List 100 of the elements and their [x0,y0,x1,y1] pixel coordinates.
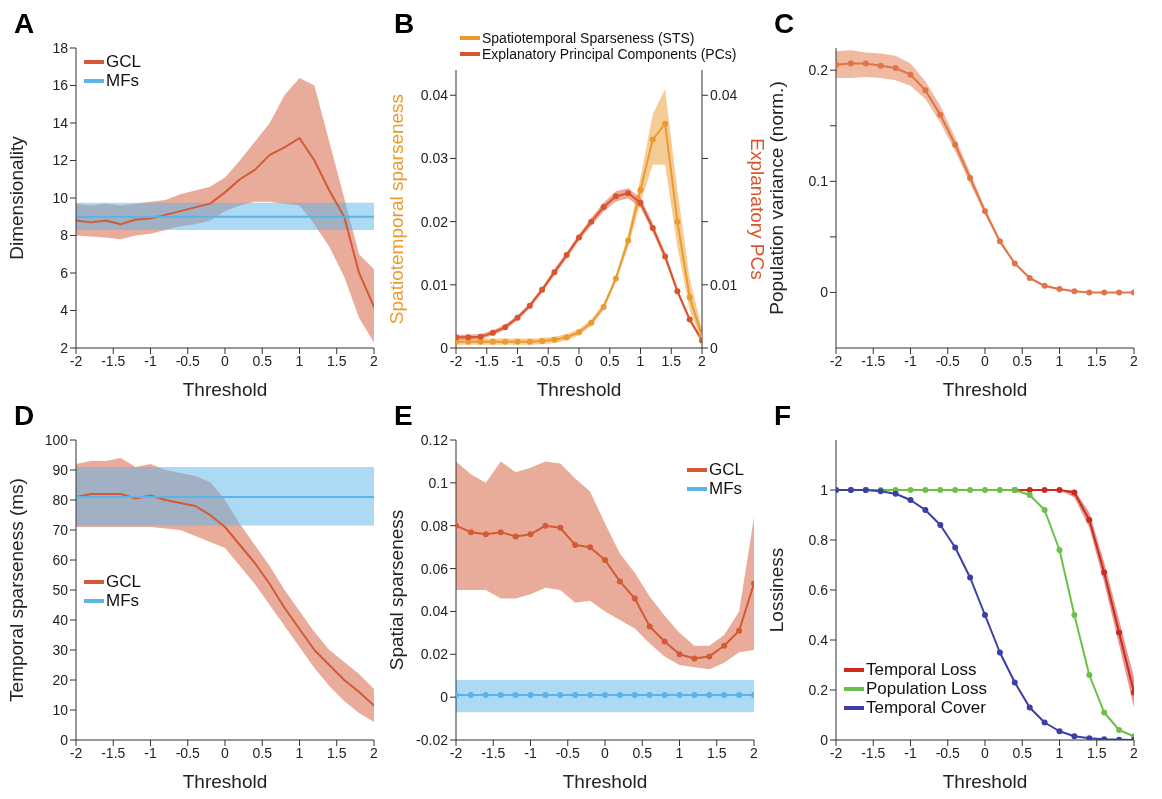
x-tick-label: 0 [221,744,230,761]
y-tick-label: 0 [820,731,829,748]
legend-label: Explanatory Principal Components (PCs) [482,46,737,62]
x-tick-label: 2 [370,352,379,369]
point [674,288,681,295]
y-tick-label: 0.02 [420,646,449,663]
x-axis-title: Threshold [942,771,1028,792]
x-tick-label: 0 [575,352,584,369]
x-tick-label: 0 [981,744,990,761]
x-tick-label: 1 [1055,744,1064,761]
point [982,487,988,493]
y-tick-label: 10 [52,189,69,206]
chart-title: B [394,8,415,40]
x-tick-label: -0.5 [175,744,201,761]
y-tick-label: 0.2 [808,62,829,79]
y-tick-label: 30 [52,641,69,658]
x-tick-label: -2 [69,744,83,761]
point [996,238,1003,245]
point [1011,679,1018,686]
point [1071,612,1078,618]
point [637,199,644,206]
point [862,60,869,67]
y-tick-label: 14 [52,114,69,131]
legend-label: MFs [106,591,140,610]
point [686,294,693,301]
point [1011,260,1018,267]
point [646,692,653,698]
y-axis-title: Temporal sparseness (ms) [5,478,27,702]
point [587,544,594,551]
x-tick-label: 1.5 [327,352,347,369]
y-tick-label: 18 [52,39,69,56]
y-tick-label: 50 [52,581,69,598]
y-tick-label: 0 [60,731,69,748]
point [1101,289,1108,296]
legend-label: Spatiotemporal Sparseness (STS) [482,30,695,46]
point [877,62,884,69]
point [1116,289,1123,296]
x-tick-label: 2 [698,352,707,369]
point [922,487,929,493]
point [1056,487,1063,493]
point [563,252,570,259]
y-tick-label: 0.1 [808,173,829,190]
y-tick-label: 0.08 [420,517,449,534]
point [662,120,669,127]
y-tick-label: 90 [52,461,69,478]
point [482,692,489,698]
x-tick-label: -1 [904,352,917,369]
point [527,692,534,698]
y-tick-label: 0 [440,339,449,356]
point [937,522,944,528]
x-axis-title: Threshold [536,379,622,400]
point [497,692,504,698]
point [600,204,607,211]
point [892,65,899,71]
x-tick-label: 1.5 [1087,352,1107,369]
legend-label: GCL [106,52,141,71]
line-series [76,493,374,707]
x-tick-label: 1.5 [707,744,727,761]
point [588,319,595,326]
x-tick-label: 1 [1055,352,1064,369]
point [907,497,914,503]
y-tick-label: 20 [52,671,69,688]
x-tick-label: -0.5 [536,352,561,369]
point [1026,275,1033,281]
x-tick-label: -0.5 [935,352,961,369]
y-tick-label: 40 [52,611,69,628]
point [551,269,558,276]
x-tick-label: 0.5 [252,352,273,369]
point [691,655,698,662]
x-tick-label: 1 [636,352,645,369]
point [1056,286,1063,293]
point [847,60,854,67]
point [612,193,619,200]
y-tick-label: 1 [820,481,829,498]
y2-tick-label: 0.04 [710,87,738,104]
point [576,234,582,241]
point [502,324,509,331]
point [1086,517,1093,523]
x-tick-label: -1 [144,352,157,369]
x-tick-label: 0 [221,352,230,369]
point [482,531,489,538]
x-tick-label: 2 [370,744,379,761]
point [1041,282,1048,289]
x-tick-label: 0.5 [632,744,653,761]
x-tick-label: 0 [981,352,990,369]
point [952,487,959,493]
x-tick-label: -2 [829,352,843,369]
x-tick-label: -2 [449,352,463,369]
point [542,692,549,698]
y-tick-label: 70 [52,521,69,538]
point [907,71,914,78]
legend-label: GCL [709,460,744,479]
point [982,612,988,618]
y-tick-label: 0.01 [420,276,449,293]
y-tick-label: 6 [60,264,69,281]
point [497,529,504,536]
point [600,303,607,310]
point [996,487,1003,493]
point [467,529,474,536]
point [1056,547,1063,553]
